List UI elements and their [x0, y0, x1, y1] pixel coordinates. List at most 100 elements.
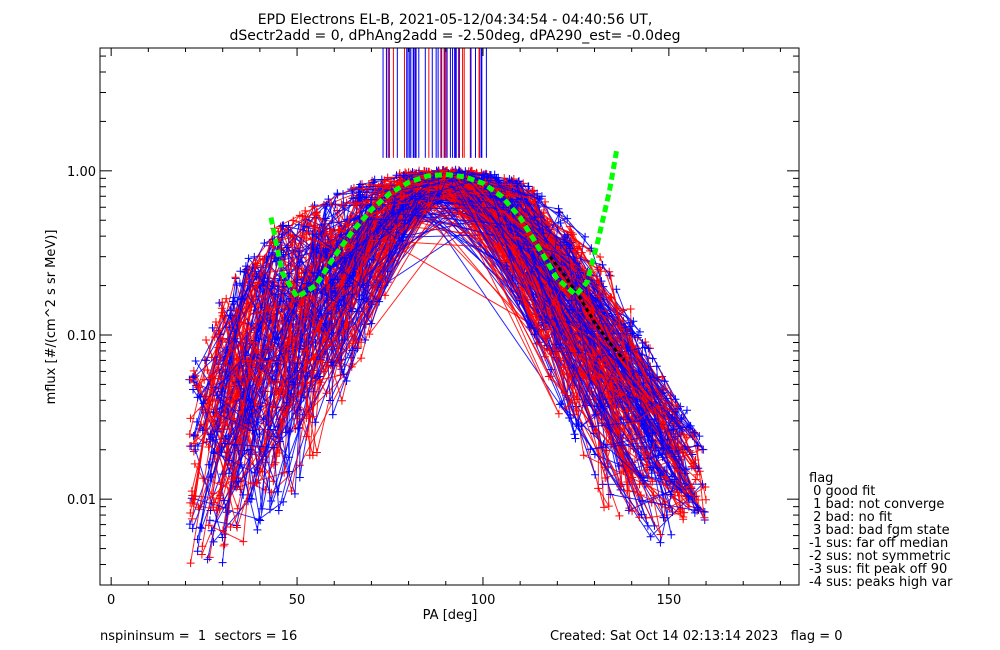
trace-point [248, 426, 257, 435]
trace-point [594, 484, 603, 493]
trace-point [339, 370, 348, 379]
trace-point [679, 512, 688, 521]
trace-point [401, 216, 410, 225]
trace-point [367, 195, 376, 204]
trace-point [347, 307, 356, 316]
legend: flag 0 good fit 1 bad: not converge 2 ba… [809, 471, 953, 590]
trace-point [185, 520, 194, 529]
fit-curve [268, 148, 620, 301]
trace-point [207, 526, 216, 535]
trace-point [283, 243, 292, 252]
y-tick-label: 0.10 [67, 329, 96, 344]
legend-item: 3 bad: bad fgm state [809, 523, 950, 538]
trace-point [349, 194, 358, 203]
trace-point [361, 336, 370, 345]
trace-point [219, 496, 228, 505]
trace-point [555, 288, 564, 297]
trace-point [687, 482, 696, 491]
trace-point [202, 356, 211, 365]
trace-point [308, 202, 317, 211]
trace-point [565, 414, 574, 423]
trace-point [209, 537, 218, 546]
trace-point [546, 372, 555, 381]
trace-point [202, 336, 211, 345]
trace-point [279, 221, 288, 230]
trace-point [196, 523, 205, 532]
trace-point [229, 293, 238, 302]
trace-point [635, 327, 644, 336]
trace-point [217, 418, 226, 427]
trace-point [269, 443, 278, 452]
trace-point [194, 383, 203, 392]
trace-point [295, 473, 304, 482]
trace-point [253, 345, 262, 354]
trace-point [396, 175, 405, 184]
trace-point [239, 490, 248, 499]
trace-point [656, 538, 665, 547]
trace-point [568, 305, 577, 314]
trace-point [186, 509, 195, 518]
trace-point [656, 530, 665, 539]
trace-point [325, 224, 334, 233]
trace-point [623, 407, 632, 416]
trace-point [668, 472, 677, 481]
trace-point [204, 442, 213, 451]
trace-point [209, 503, 218, 512]
legend-item: 1 bad: not converge [809, 497, 944, 512]
trace-point [254, 334, 263, 343]
trace-point [304, 292, 313, 301]
trace-point [311, 210, 320, 219]
trace-point [317, 356, 326, 365]
trace-point [302, 228, 311, 237]
trace-point [275, 437, 284, 446]
trace-point [256, 516, 265, 525]
legend-item: -4 sus: peaks high var [809, 575, 953, 590]
trace-point [310, 268, 319, 277]
trace-point [218, 334, 227, 343]
trace-point [216, 478, 225, 487]
plot-frame [99, 47, 800, 586]
trace-point [588, 422, 597, 431]
trace-point [197, 550, 206, 559]
trace-point [573, 244, 582, 253]
trace-point [694, 496, 703, 505]
trace-point [260, 239, 269, 248]
trace-point [295, 247, 304, 256]
x-tick-label: 0 [107, 593, 115, 608]
trace-point [254, 278, 263, 287]
trace-point [392, 228, 401, 237]
x-axis-label: PA [deg] [423, 608, 478, 623]
x-tick-label: 150 [656, 593, 681, 608]
chart-title-line1: EPD Electrons EL-B, 2021-05-12/04:34:54 … [258, 12, 653, 28]
trace-point [555, 400, 564, 409]
trace-point [560, 233, 569, 242]
trace-point [621, 323, 630, 332]
trace-point [233, 523, 242, 532]
trace-point [354, 343, 363, 352]
trace-point [367, 319, 376, 328]
trace-point [271, 452, 280, 461]
legend-title: flag [809, 471, 833, 486]
trace-point [189, 495, 198, 504]
trace-point [680, 508, 689, 517]
trace-point [338, 201, 347, 210]
trace-point [224, 456, 233, 465]
trace-point [349, 183, 358, 192]
trace-point [252, 272, 261, 281]
trace-point [524, 182, 533, 191]
trace-point [648, 436, 657, 445]
trace-point [253, 259, 262, 268]
trace-point [219, 541, 228, 550]
trace-point [271, 335, 280, 344]
trace-point [588, 351, 597, 360]
trace-point [191, 445, 200, 454]
trace-point [533, 189, 542, 198]
trace-point [525, 323, 534, 332]
trace-point [698, 480, 707, 489]
trace-point [483, 173, 492, 182]
trace-point [257, 504, 266, 513]
trace-point [567, 296, 576, 305]
trace-point [514, 200, 523, 209]
trace-point [365, 182, 374, 191]
trace-point [425, 201, 434, 210]
